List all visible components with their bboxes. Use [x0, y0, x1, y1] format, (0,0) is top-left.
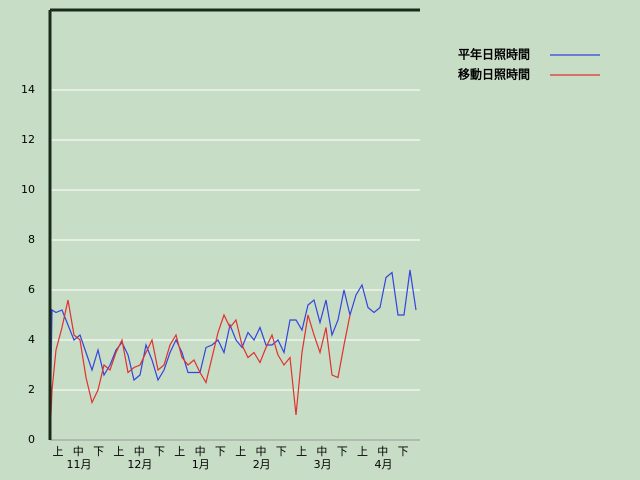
legend-label: 移動日照時間: [458, 67, 530, 82]
x-tick-label: 下: [93, 445, 104, 458]
y-tick-label: 12: [21, 133, 35, 146]
y-tick-label: 2: [28, 383, 35, 396]
month-label: 11月: [67, 458, 92, 471]
y-tick-label: 6: [28, 283, 35, 296]
x-tick-label: 中: [256, 445, 267, 458]
x-tick-label: 上: [357, 445, 368, 458]
month-label: 3月: [314, 458, 332, 471]
x-tick-label: 下: [398, 445, 409, 458]
month-label: 12月: [127, 458, 152, 471]
x-tick-label: 下: [154, 445, 165, 458]
x-tick-label: 中: [134, 445, 145, 458]
legend-label: 平年日照時間: [458, 47, 530, 62]
x-tick-label: 中: [195, 445, 206, 458]
x-tick-label: 中: [73, 445, 84, 458]
month-label: 2月: [253, 458, 271, 471]
x-tick-label: 上: [53, 445, 64, 458]
y-tick-label: 10: [21, 183, 35, 196]
y-tick-label: 8: [28, 233, 35, 246]
y-tick-label: 0: [28, 433, 35, 446]
series-line: [49, 269, 417, 441]
x-tick-label: 上: [113, 445, 124, 458]
x-tick-label: 上: [296, 445, 307, 458]
y-tick-label: 4: [28, 333, 35, 346]
x-tick-label: 中: [377, 445, 388, 458]
y-tick-label: 14: [21, 83, 35, 96]
x-tick-label: 下: [215, 445, 226, 458]
x-tick-label: 中: [316, 445, 327, 458]
series-line: [49, 299, 351, 441]
month-label: 1月: [192, 458, 210, 471]
x-tick-label: 下: [276, 445, 287, 458]
x-tick-label: 上: [174, 445, 185, 458]
month-label: 4月: [375, 458, 393, 471]
x-tick-label: 上: [235, 445, 246, 458]
x-tick-label: 下: [337, 445, 348, 458]
